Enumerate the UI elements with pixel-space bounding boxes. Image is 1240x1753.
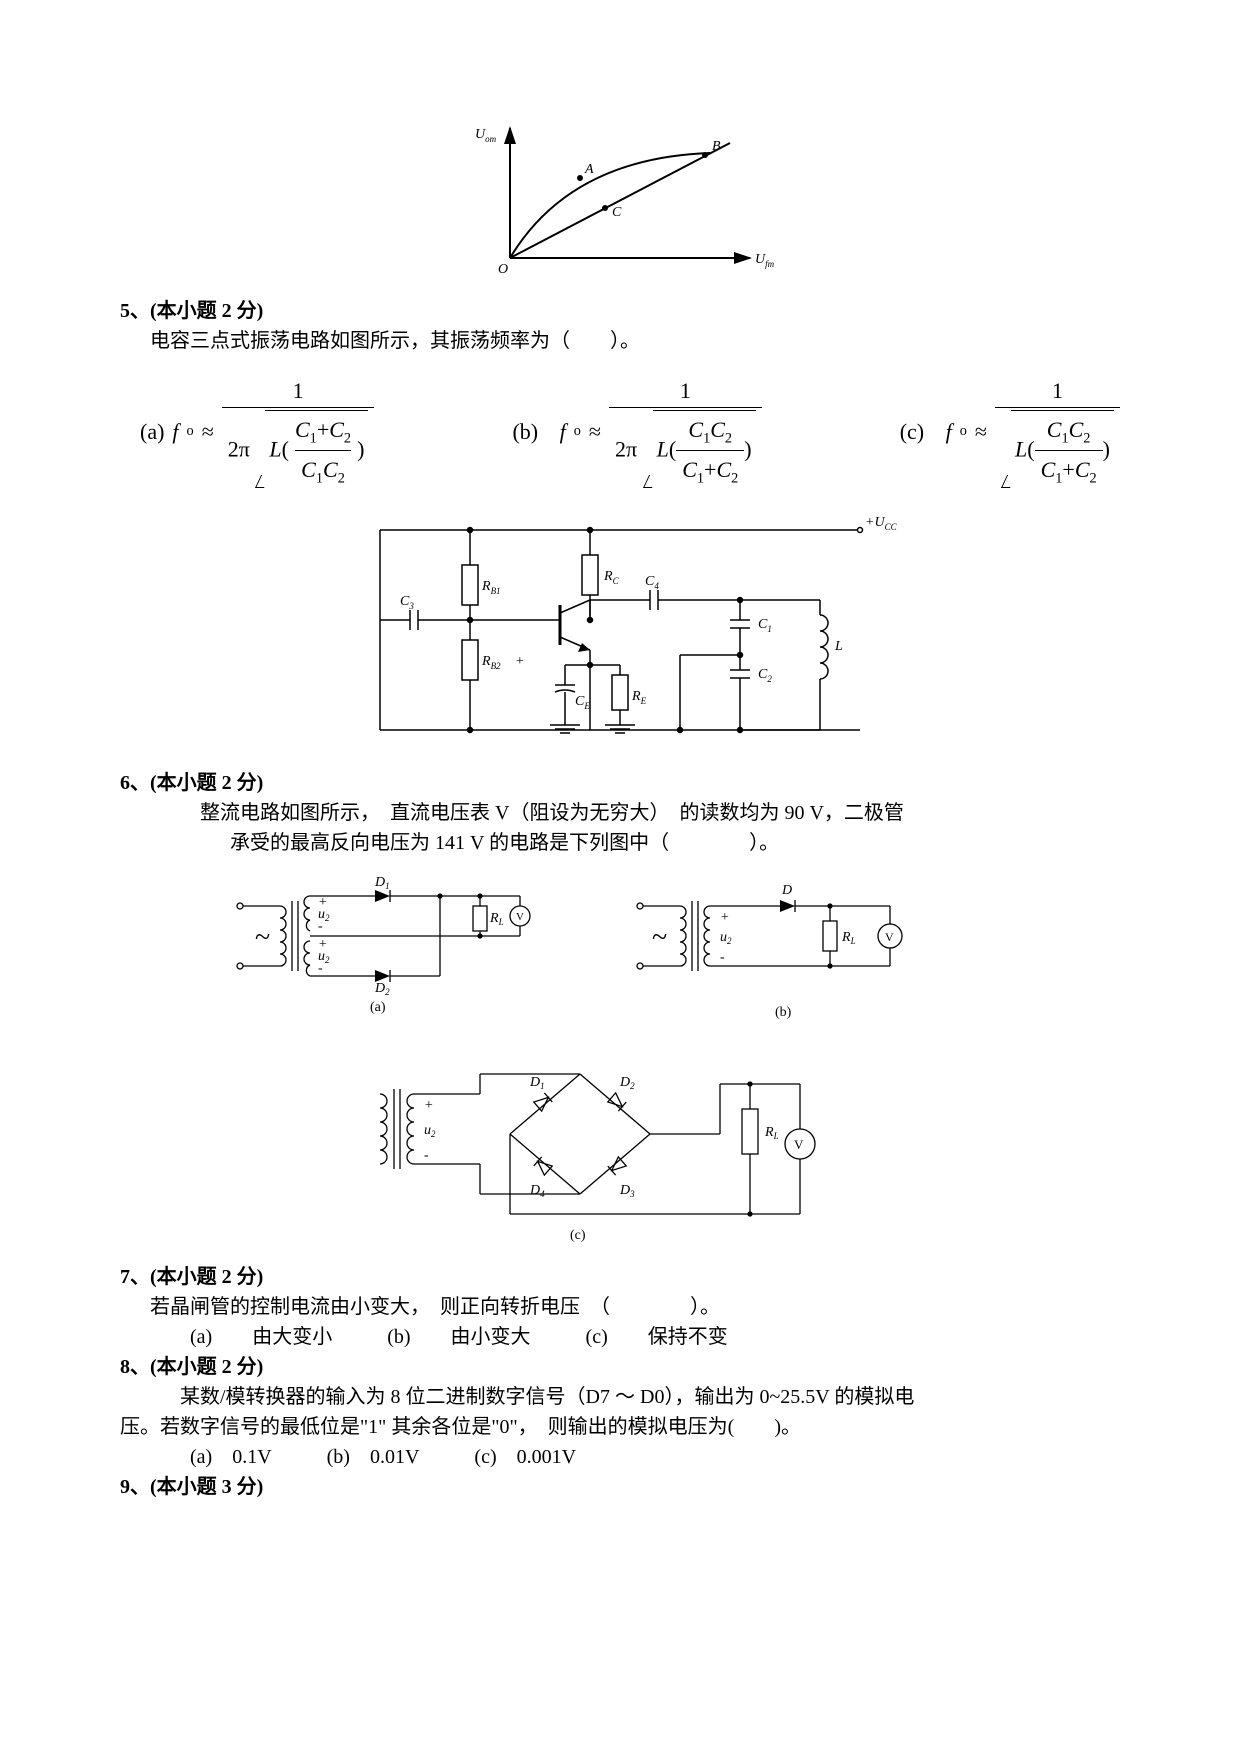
svg-text:(a): (a) bbox=[370, 1000, 386, 1015]
svg-text:D2: D2 bbox=[619, 1075, 635, 1091]
q6-text2: 承受的最高反向电压为 141 V 的电路是下列图中（ ）。 bbox=[120, 828, 1120, 858]
svg-text:RB2: RB2 bbox=[481, 654, 501, 671]
svg-text:+: + bbox=[515, 654, 524, 669]
svg-text:+: + bbox=[424, 1098, 433, 1113]
svg-text:D: D bbox=[781, 883, 792, 898]
svg-text:RL: RL bbox=[489, 911, 504, 927]
point-b: B bbox=[712, 139, 721, 154]
curve-graph: Uom Ufm O A B C bbox=[450, 108, 790, 288]
y-axis-label: Uom bbox=[475, 127, 497, 144]
q5-opt-a: (a) fo ≈ 1 2π L(C1+C2C1C2) bbox=[140, 374, 374, 490]
q8-head: 8、(本小题 2 分) bbox=[120, 1352, 1120, 1382]
svg-text:D1: D1 bbox=[529, 1075, 545, 1091]
q5-head: 5、(本小题 2 分) bbox=[120, 296, 1120, 326]
svg-text:V: V bbox=[794, 1137, 804, 1152]
svg-text:~: ~ bbox=[652, 922, 667, 953]
svg-text:C1: C1 bbox=[758, 617, 772, 634]
q8-text2: 压。若数字信号的最低位是"1" 其余各位是"0"， 则输出的模拟电压为( )。 bbox=[120, 1412, 1120, 1442]
q8-opt-a: (a) 0.1V bbox=[190, 1446, 272, 1468]
q5-opt-c: (c) fo ≈ 1 L(C1C2C1+C2) bbox=[900, 374, 1120, 490]
q6-figures: ~ + u2 - + u2 - D1 D2 RL V bbox=[120, 866, 1120, 1254]
svg-text:L: L bbox=[834, 639, 843, 654]
q7-opt-b: (b) 由小变大 bbox=[387, 1326, 530, 1348]
q6-head: 6、(本小题 2 分) bbox=[120, 768, 1120, 798]
q7-opt-a: (a) 由大变小 bbox=[190, 1326, 332, 1348]
svg-text:CE: CE bbox=[575, 694, 590, 711]
q7-head: 7、(本小题 2 分) bbox=[120, 1262, 1120, 1292]
svg-text:RB1: RB1 bbox=[481, 579, 501, 596]
svg-text:V: V bbox=[885, 930, 894, 944]
svg-text:(c): (c) bbox=[570, 1228, 586, 1243]
svg-text:RL: RL bbox=[764, 1125, 779, 1141]
q8-opt-c: (c) 0.001V bbox=[474, 1446, 576, 1468]
svg-text:D1: D1 bbox=[374, 875, 390, 891]
q8-opt-b: (b) 0.01V bbox=[327, 1446, 420, 1468]
q-top-figure: Uom Ufm O A B C bbox=[120, 108, 1120, 288]
svg-text:C3: C3 bbox=[400, 594, 414, 611]
q7-opt-c: (c) 保持不变 bbox=[586, 1326, 728, 1348]
q5-opt-b: (b) fo ≈ 1 2π L(C1C2C1+C2) bbox=[512, 374, 761, 490]
q5-circuit: +UCC RC RB1 RB2 C3 bbox=[120, 500, 1120, 760]
svg-text:(b): (b) bbox=[775, 1005, 792, 1020]
x-axis-label: Ufm bbox=[755, 252, 775, 269]
point-a: A bbox=[584, 162, 594, 177]
q7-text: 若晶闸管的控制电流由小变大， 则正向转折电压 （ ）。 bbox=[120, 1292, 1120, 1322]
svg-text:D2: D2 bbox=[374, 981, 390, 997]
svg-text:RE: RE bbox=[631, 689, 647, 706]
svg-text:D4: D4 bbox=[529, 1183, 545, 1199]
svg-text:-: - bbox=[318, 919, 323, 934]
svg-text:RC: RC bbox=[603, 569, 620, 586]
q7-options: (a) 由大变小 (b) 由小变大 (c) 保持不变 bbox=[120, 1322, 1120, 1352]
q8-text1: 某数/模转换器的输入为 8 位二进制数字信号（D7 ～ D0），输出为 0~25… bbox=[120, 1382, 1120, 1412]
svg-text:-: - bbox=[424, 1148, 429, 1163]
svg-text:C4: C4 bbox=[645, 574, 659, 591]
svg-text:~: ~ bbox=[255, 922, 270, 953]
svg-text:u2: u2 bbox=[720, 930, 732, 946]
point-c: C bbox=[612, 205, 622, 220]
svg-text:C2: C2 bbox=[758, 667, 772, 684]
q5-text: 电容三点式振荡电路如图所示，其振荡频率为（ ）。 bbox=[120, 326, 1120, 356]
svg-text:D3: D3 bbox=[619, 1183, 635, 1199]
svg-text:RL: RL bbox=[841, 930, 856, 946]
svg-text:+: + bbox=[720, 910, 729, 925]
svg-text:+UCC: +UCC bbox=[865, 515, 898, 532]
svg-text:-: - bbox=[318, 961, 323, 976]
svg-text:u2: u2 bbox=[424, 1123, 436, 1139]
q6-text1: 整流电路如图所示， 直流电压表 V（阻设为无穷大） 的读数均为 90 V，二极管 bbox=[120, 798, 1120, 828]
origin-label: O bbox=[498, 262, 508, 277]
q8-options: (a) 0.1V (b) 0.01V (c) 0.001V bbox=[120, 1442, 1120, 1472]
q9-head: 9、(本小题 3 分) bbox=[120, 1472, 1120, 1502]
svg-text:V: V bbox=[516, 911, 524, 923]
svg-text:-: - bbox=[720, 950, 725, 965]
q5-options: (a) fo ≈ 1 2π L(C1+C2C1C2) (b) fo ≈ 1 2π… bbox=[140, 374, 1120, 490]
